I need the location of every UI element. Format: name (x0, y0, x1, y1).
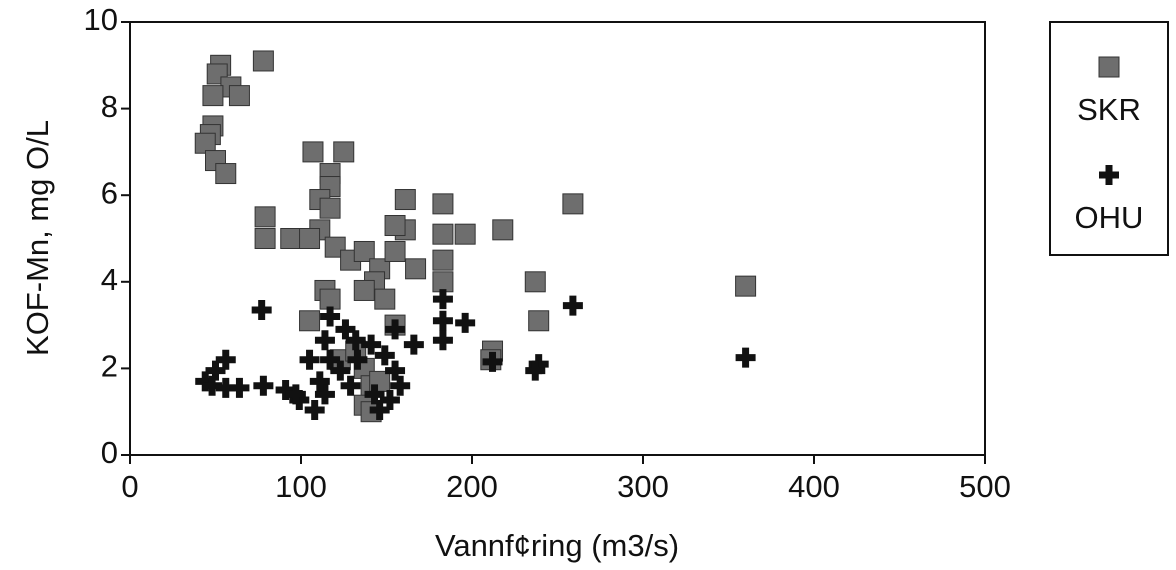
legend-marker (1098, 56, 1120, 78)
data-point (299, 310, 321, 332)
data-point (202, 375, 223, 396)
data-point (335, 319, 356, 340)
data-point (525, 360, 546, 381)
data-point (347, 349, 368, 370)
data-point (374, 288, 396, 310)
data-point (299, 349, 320, 370)
x-tick-label: 400 (788, 469, 840, 504)
data-point (253, 375, 274, 396)
data-point (432, 249, 454, 271)
x-tick-label: 300 (617, 469, 669, 504)
data-point (432, 223, 454, 245)
data-point (302, 141, 324, 163)
data-point (254, 206, 276, 228)
x-tick-label: 200 (446, 469, 498, 504)
legend-marker (1099, 165, 1119, 185)
data-point (394, 189, 416, 211)
data-point (314, 384, 335, 405)
data-point (202, 85, 224, 107)
data-point (455, 312, 476, 333)
data-point (319, 288, 341, 310)
data-point (379, 390, 400, 411)
data-point (562, 295, 583, 316)
data-point (364, 384, 385, 405)
data-point (524, 271, 546, 293)
data-point (528, 310, 550, 332)
data-point (482, 351, 503, 372)
data-point (432, 271, 454, 293)
data-point (353, 279, 375, 301)
data-point (215, 349, 236, 370)
x-axis-label: Vannf¢ring (m3/s) (435, 528, 679, 563)
y-axis-label: KOF-Mn, mg O/L (20, 120, 55, 356)
legend-box (1049, 21, 1169, 256)
x-tick-label: 100 (275, 469, 327, 504)
x-tick-label: 0 (121, 469, 138, 504)
data-point (492, 219, 514, 241)
x-tick-label: 500 (959, 469, 1011, 504)
data-point (345, 330, 366, 351)
data-point (309, 371, 330, 392)
data-point (384, 215, 406, 237)
data-point (195, 371, 216, 392)
data-point (205, 360, 226, 381)
data-point (215, 377, 236, 398)
data-point (390, 375, 411, 396)
data-point (432, 310, 453, 331)
data-point (252, 50, 274, 72)
data-point (280, 228, 302, 249)
data-point (215, 163, 237, 185)
plot-frame (129, 21, 986, 456)
data-point (229, 377, 250, 398)
data-point (254, 228, 276, 249)
data-point (340, 375, 361, 396)
data-point (454, 223, 476, 245)
data-point (228, 85, 250, 107)
data-point (319, 197, 341, 219)
y-tick-label: 2 (101, 349, 118, 384)
data-point (330, 360, 351, 381)
data-point (299, 228, 321, 249)
y-tick-label: 0 (101, 435, 118, 470)
data-point (405, 258, 427, 280)
data-point (320, 349, 341, 370)
data-point (385, 319, 406, 340)
data-point (251, 299, 272, 320)
y-tick-label: 4 (101, 262, 118, 297)
data-point (369, 399, 390, 420)
data-point (432, 193, 454, 215)
data-point (432, 289, 453, 310)
y-tick-label: 6 (101, 175, 118, 210)
data-point (275, 380, 296, 401)
data-point (735, 275, 757, 297)
data-point (562, 193, 584, 215)
y-tick-label: 10 (84, 2, 118, 37)
data-point (735, 347, 756, 368)
data-point (403, 334, 424, 355)
data-point (385, 360, 406, 381)
legend-label: SKR (1077, 92, 1141, 127)
data-point (320, 306, 341, 327)
data-point (374, 345, 395, 366)
data-point (304, 399, 325, 420)
data-point (432, 330, 453, 351)
data-point (353, 240, 375, 262)
data-point (333, 141, 355, 163)
data-point (314, 330, 335, 351)
data-point (361, 334, 382, 355)
data-point (285, 384, 306, 405)
y-tick-label: 8 (101, 89, 118, 124)
legend-label: OHU (1075, 200, 1144, 235)
data-point (384, 240, 406, 262)
